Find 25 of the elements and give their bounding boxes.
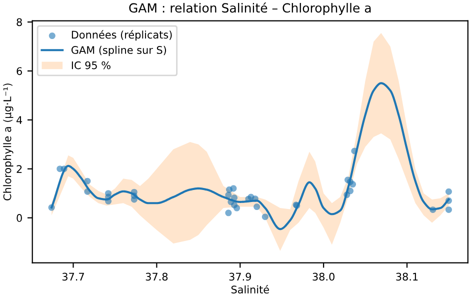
x-tick-label: 37.9 bbox=[229, 272, 251, 281]
point bbox=[130, 196, 138, 203]
point bbox=[262, 214, 268, 220]
point bbox=[350, 181, 356, 188]
y-tick-label: 0 bbox=[16, 214, 22, 222]
point bbox=[230, 185, 237, 192]
y-tick-label: 2 bbox=[16, 165, 22, 173]
x-tick-label: 37.8 bbox=[146, 272, 168, 281]
point bbox=[445, 206, 452, 213]
x-tick-label: 37.7 bbox=[62, 272, 84, 281]
x-tick-label: 38.1 bbox=[396, 272, 418, 281]
y-tick-label: 4 bbox=[16, 116, 22, 124]
chart-title: GAM : relation Salinité – Chlorophylle a bbox=[129, 2, 371, 16]
legend-label: Données (réplicats) bbox=[72, 30, 172, 41]
x-tick-label: 38.0 bbox=[312, 272, 334, 281]
point bbox=[234, 204, 240, 212]
point bbox=[445, 188, 452, 195]
annotation: IC 95 % bbox=[72, 61, 110, 70]
y-tick-label: 8 bbox=[16, 18, 22, 26]
y-axis-title: Chlorophylle a (µg·L⁻¹) bbox=[3, 84, 14, 200]
x-axis-title: Salinité bbox=[231, 285, 269, 294]
point bbox=[225, 210, 232, 216]
legend-label: GAM (spline sur S) bbox=[71, 46, 166, 56]
y-tick-label: 6 bbox=[16, 67, 22, 76]
point bbox=[254, 204, 260, 210]
